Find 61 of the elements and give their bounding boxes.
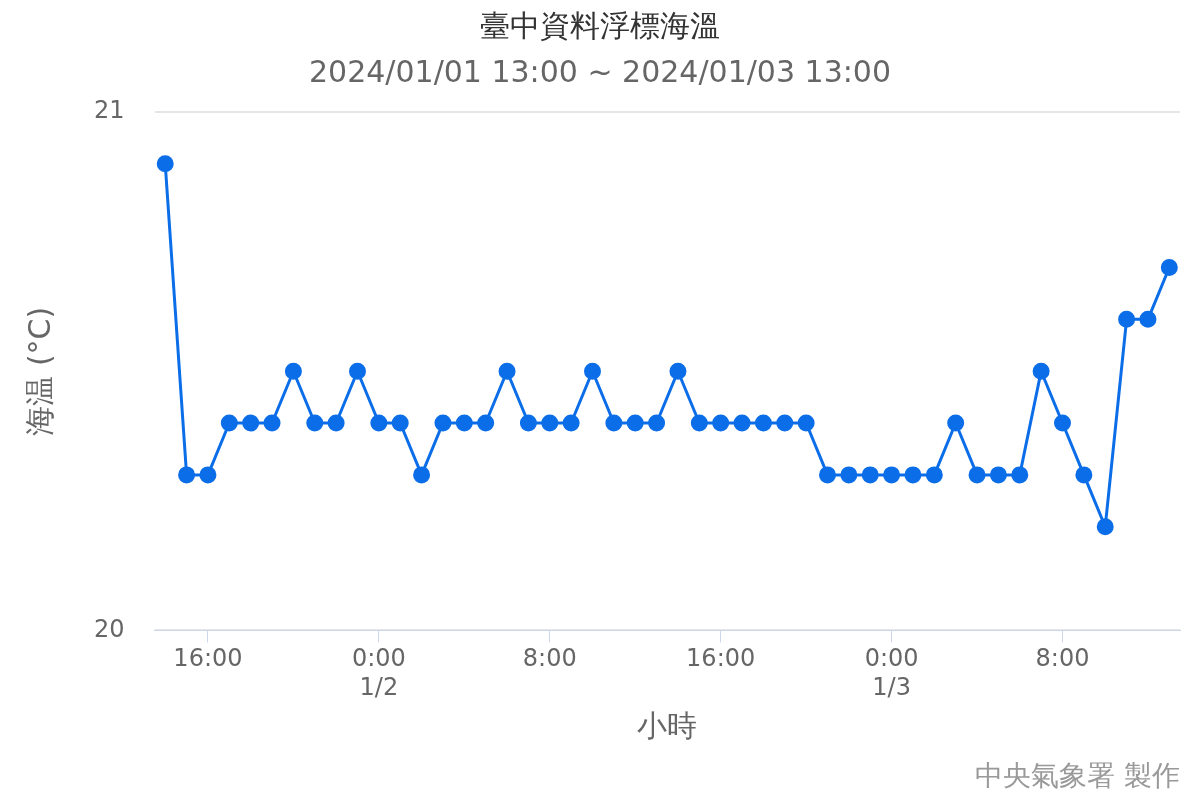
- point: [840, 466, 858, 484]
- text: 中央氣象署 製作: [975, 759, 1180, 793]
- point: [156, 155, 174, 173]
- point: [199, 466, 217, 484]
- x-tick-label: 0:00 1/3: [864, 644, 919, 701]
- x-tick-label: 8:00: [522, 644, 577, 673]
- point: [327, 414, 345, 432]
- point: [925, 466, 943, 484]
- point: [306, 414, 324, 432]
- point: [477, 414, 495, 432]
- point: [1096, 518, 1114, 536]
- point: [541, 414, 559, 432]
- x-axis-title: 小時: [637, 707, 698, 743]
- y-axis-title: 海温 (°C): [21, 306, 57, 436]
- point: [605, 414, 623, 432]
- point: [455, 414, 473, 432]
- point: [776, 414, 794, 432]
- point: [819, 466, 836, 484]
- point: [947, 414, 965, 432]
- point: [1011, 466, 1029, 484]
- point: [989, 466, 1007, 484]
- point: [220, 414, 238, 432]
- y-tick-label: 21: [93, 96, 125, 125]
- point: [1160, 259, 1178, 277]
- point: [690, 414, 708, 432]
- point: [263, 414, 281, 432]
- point: [1032, 362, 1050, 380]
- chart-subtitle: 2024/01/01 13:00 ~ 2024/01/03 13:00: [308, 53, 892, 89]
- point: [1054, 414, 1071, 432]
- point: [178, 466, 196, 484]
- y-tick-label: 20: [93, 614, 125, 643]
- point: [1118, 310, 1136, 328]
- point: [284, 362, 302, 380]
- x-tick-label: 16:00: [173, 644, 243, 673]
- point: [861, 466, 879, 484]
- point: [519, 414, 537, 432]
- point: [370, 414, 388, 432]
- point: [648, 414, 666, 432]
- point: [626, 414, 644, 432]
- point: [1075, 466, 1093, 484]
- point: [754, 414, 772, 432]
- point: [883, 466, 901, 484]
- point: [733, 414, 751, 432]
- point: [797, 414, 815, 432]
- point: [904, 466, 922, 484]
- point: [349, 362, 366, 380]
- point: [968, 466, 986, 484]
- point: [413, 466, 431, 484]
- point: [712, 414, 730, 432]
- point: [498, 362, 516, 380]
- point: [242, 414, 260, 432]
- point: [434, 414, 452, 432]
- x-tick-label: 0:00 1/2: [351, 644, 406, 701]
- point: [584, 362, 601, 380]
- x-tick-label: 16:00: [686, 644, 756, 673]
- point: [562, 414, 580, 432]
- point: [1139, 310, 1157, 328]
- chart-title: 臺中資料浮標海溫: [480, 7, 720, 43]
- x-tick-label: 8:00: [1035, 644, 1090, 673]
- point: [391, 414, 409, 432]
- point: [669, 362, 687, 380]
